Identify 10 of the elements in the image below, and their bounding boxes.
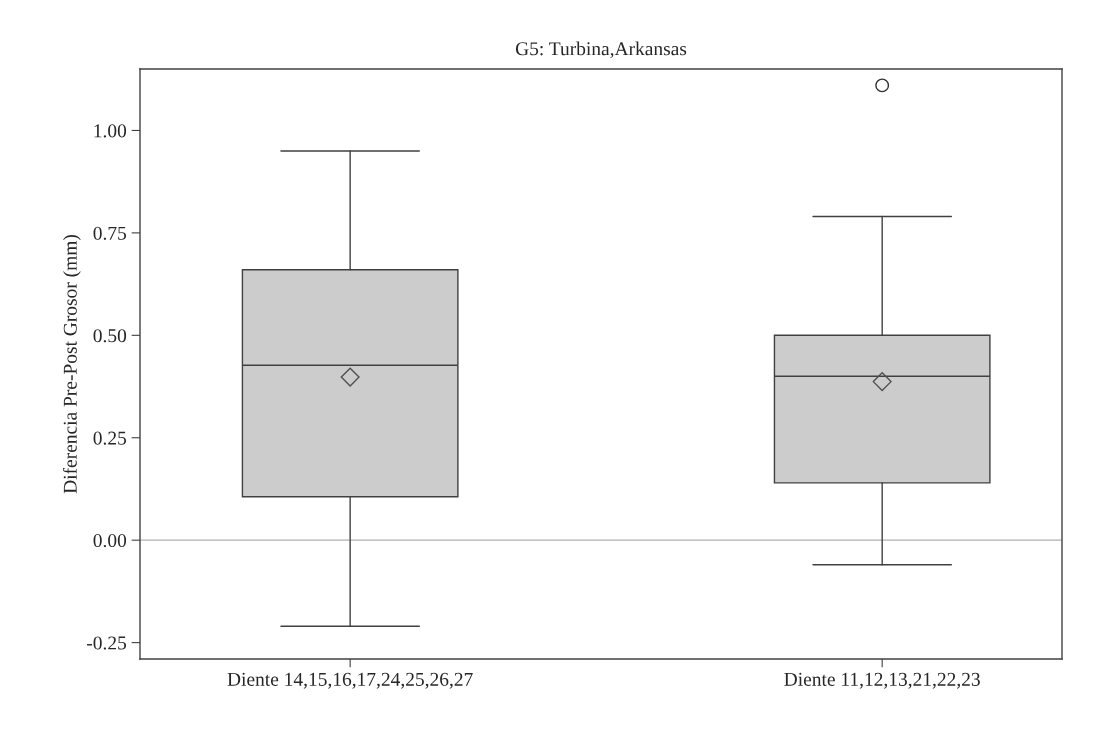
y-tick-label: -0.25 xyxy=(87,636,127,650)
y-tick-label: 0.75 xyxy=(93,226,127,240)
y-tick-label: 0.50 xyxy=(93,329,127,343)
x-tick-label: Diente 14,15,16,17,24,25,26,27 xyxy=(227,672,473,689)
chart-title: G5: Turbina,Arkansas xyxy=(515,41,687,59)
y-axis-title: Diferencia Pre-Post Grosor (mm) xyxy=(62,234,81,494)
y-tick-label: 1.00 xyxy=(94,124,127,138)
y-tick-label: 0.25 xyxy=(93,431,127,445)
x-tick-label: Diente 11,12,13,21,22,23 xyxy=(784,672,980,689)
y-tick-label: 0.00 xyxy=(93,534,127,548)
